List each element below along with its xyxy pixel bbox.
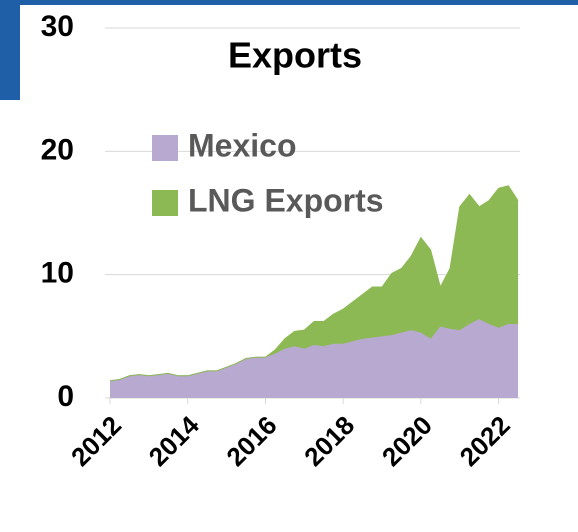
- y-tick-label: 20: [41, 133, 74, 166]
- y-tick-label: 10: [41, 257, 74, 290]
- y-tick-label: 30: [41, 10, 74, 43]
- area-fill: [110, 185, 519, 381]
- legend-swatch: [152, 190, 178, 216]
- legend-label: Mexico: [188, 127, 296, 163]
- legend-swatch: [152, 135, 178, 161]
- area-edge: [109, 185, 519, 382]
- y-tick-label: 0: [57, 380, 74, 413]
- area-fill: [110, 319, 519, 398]
- chart-title: Exports: [228, 35, 362, 76]
- legend-label: LNG Exports: [188, 182, 384, 218]
